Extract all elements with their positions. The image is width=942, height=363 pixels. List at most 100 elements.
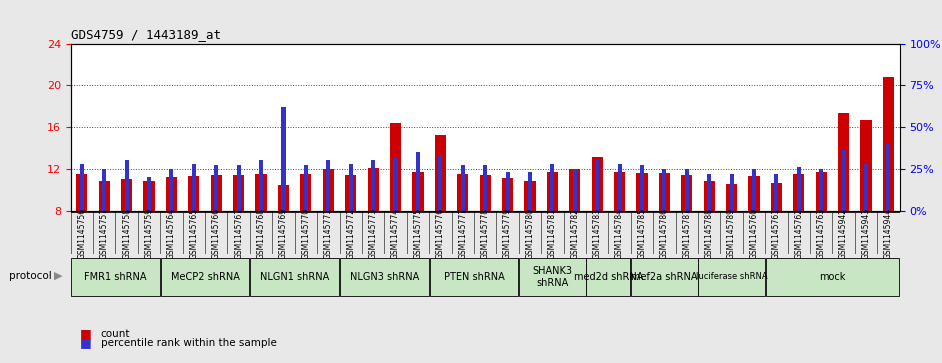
Bar: [569, 169, 580, 211]
Text: GSM1145768: GSM1145768: [256, 208, 266, 259]
Text: GSM1145783: GSM1145783: [593, 208, 602, 259]
Text: GSM1145773: GSM1145773: [368, 208, 378, 259]
Bar: [506, 172, 510, 211]
Text: GSM1145771: GSM1145771: [324, 208, 333, 259]
Text: GSM1145942: GSM1145942: [839, 208, 848, 259]
Text: GSM1145785: GSM1145785: [638, 208, 646, 259]
Bar: [640, 166, 644, 211]
Bar: [166, 177, 177, 211]
Bar: [707, 174, 711, 211]
Bar: [147, 177, 151, 211]
Bar: [752, 169, 756, 211]
Text: mock: mock: [820, 272, 846, 282]
Bar: [864, 164, 868, 211]
Text: GSM1145784: GSM1145784: [615, 208, 624, 259]
Text: med2d shRNA: med2d shRNA: [574, 272, 643, 282]
Text: ■: ■: [80, 337, 91, 350]
Bar: [103, 169, 106, 211]
Bar: [143, 181, 154, 211]
Text: GSM1145756: GSM1145756: [77, 208, 87, 259]
Text: GSM1145780: GSM1145780: [526, 208, 534, 259]
Bar: [214, 166, 219, 211]
Bar: [461, 166, 464, 211]
Bar: [820, 169, 823, 211]
Bar: [816, 172, 827, 211]
Bar: [326, 160, 331, 211]
Text: GSM1145779: GSM1145779: [503, 208, 512, 259]
Bar: [122, 179, 132, 211]
FancyBboxPatch shape: [698, 258, 765, 295]
Bar: [681, 175, 692, 211]
FancyBboxPatch shape: [587, 258, 630, 295]
Bar: [413, 172, 424, 211]
Text: GSM1145777: GSM1145777: [458, 208, 467, 259]
Text: GSM1145760: GSM1145760: [750, 208, 758, 259]
Bar: [188, 176, 200, 211]
Bar: [860, 120, 871, 211]
Bar: [300, 174, 312, 211]
Text: luciferase shRNA: luciferase shRNA: [696, 272, 768, 281]
Bar: [838, 114, 849, 211]
Bar: [394, 157, 398, 211]
Bar: [483, 166, 487, 211]
FancyBboxPatch shape: [430, 258, 518, 295]
Bar: [278, 185, 289, 211]
Text: GSM1145757: GSM1145757: [100, 208, 108, 259]
FancyBboxPatch shape: [161, 258, 250, 295]
Bar: [685, 169, 689, 211]
Bar: [323, 169, 333, 211]
Text: GSM1145788: GSM1145788: [705, 208, 714, 259]
Bar: [886, 144, 890, 211]
Text: GSM1145772: GSM1145772: [347, 208, 355, 259]
Text: GSM1145775: GSM1145775: [414, 208, 422, 259]
Bar: [704, 181, 715, 211]
Bar: [304, 166, 308, 211]
Bar: [124, 160, 129, 211]
Text: GDS4759 / 1443189_at: GDS4759 / 1443189_at: [71, 28, 220, 41]
Text: GSM1145762: GSM1145762: [794, 208, 804, 259]
Bar: [371, 160, 375, 211]
Bar: [592, 157, 603, 211]
Bar: [255, 174, 267, 211]
Bar: [528, 172, 532, 211]
FancyBboxPatch shape: [519, 258, 586, 295]
Text: GSM1145763: GSM1145763: [817, 208, 826, 259]
Bar: [236, 166, 241, 211]
Text: GSM1145786: GSM1145786: [659, 208, 669, 259]
Text: mef2a shRNA: mef2a shRNA: [631, 272, 698, 282]
Text: GSM1145782: GSM1145782: [570, 208, 579, 259]
Bar: [170, 169, 173, 211]
Text: ■: ■: [80, 327, 91, 340]
Bar: [771, 183, 782, 211]
Text: PTEN shRNA: PTEN shRNA: [444, 272, 504, 282]
Bar: [367, 168, 379, 211]
Text: GSM1145778: GSM1145778: [480, 208, 490, 259]
Text: GSM1145781: GSM1145781: [548, 208, 557, 259]
Bar: [774, 174, 778, 211]
Bar: [618, 164, 622, 211]
FancyBboxPatch shape: [251, 258, 339, 295]
Text: GSM1145943: GSM1145943: [862, 208, 870, 259]
FancyBboxPatch shape: [71, 258, 160, 295]
Bar: [457, 174, 468, 211]
Bar: [479, 175, 491, 211]
Bar: [416, 152, 420, 211]
Text: GSM1145759: GSM1145759: [144, 208, 154, 259]
Bar: [349, 164, 352, 211]
Bar: [573, 169, 577, 211]
Bar: [797, 167, 801, 211]
Bar: [883, 77, 894, 211]
Text: SHANK3
shRNA: SHANK3 shRNA: [532, 266, 573, 287]
Bar: [99, 181, 110, 211]
Text: NLGN1 shRNA: NLGN1 shRNA: [260, 272, 330, 282]
Bar: [658, 173, 670, 211]
Bar: [637, 173, 647, 211]
Bar: [259, 160, 263, 211]
Bar: [192, 164, 196, 211]
Bar: [748, 176, 759, 211]
Bar: [793, 174, 804, 211]
FancyBboxPatch shape: [766, 258, 900, 295]
Bar: [434, 135, 446, 211]
Bar: [841, 150, 846, 211]
Text: protocol: protocol: [9, 271, 52, 281]
